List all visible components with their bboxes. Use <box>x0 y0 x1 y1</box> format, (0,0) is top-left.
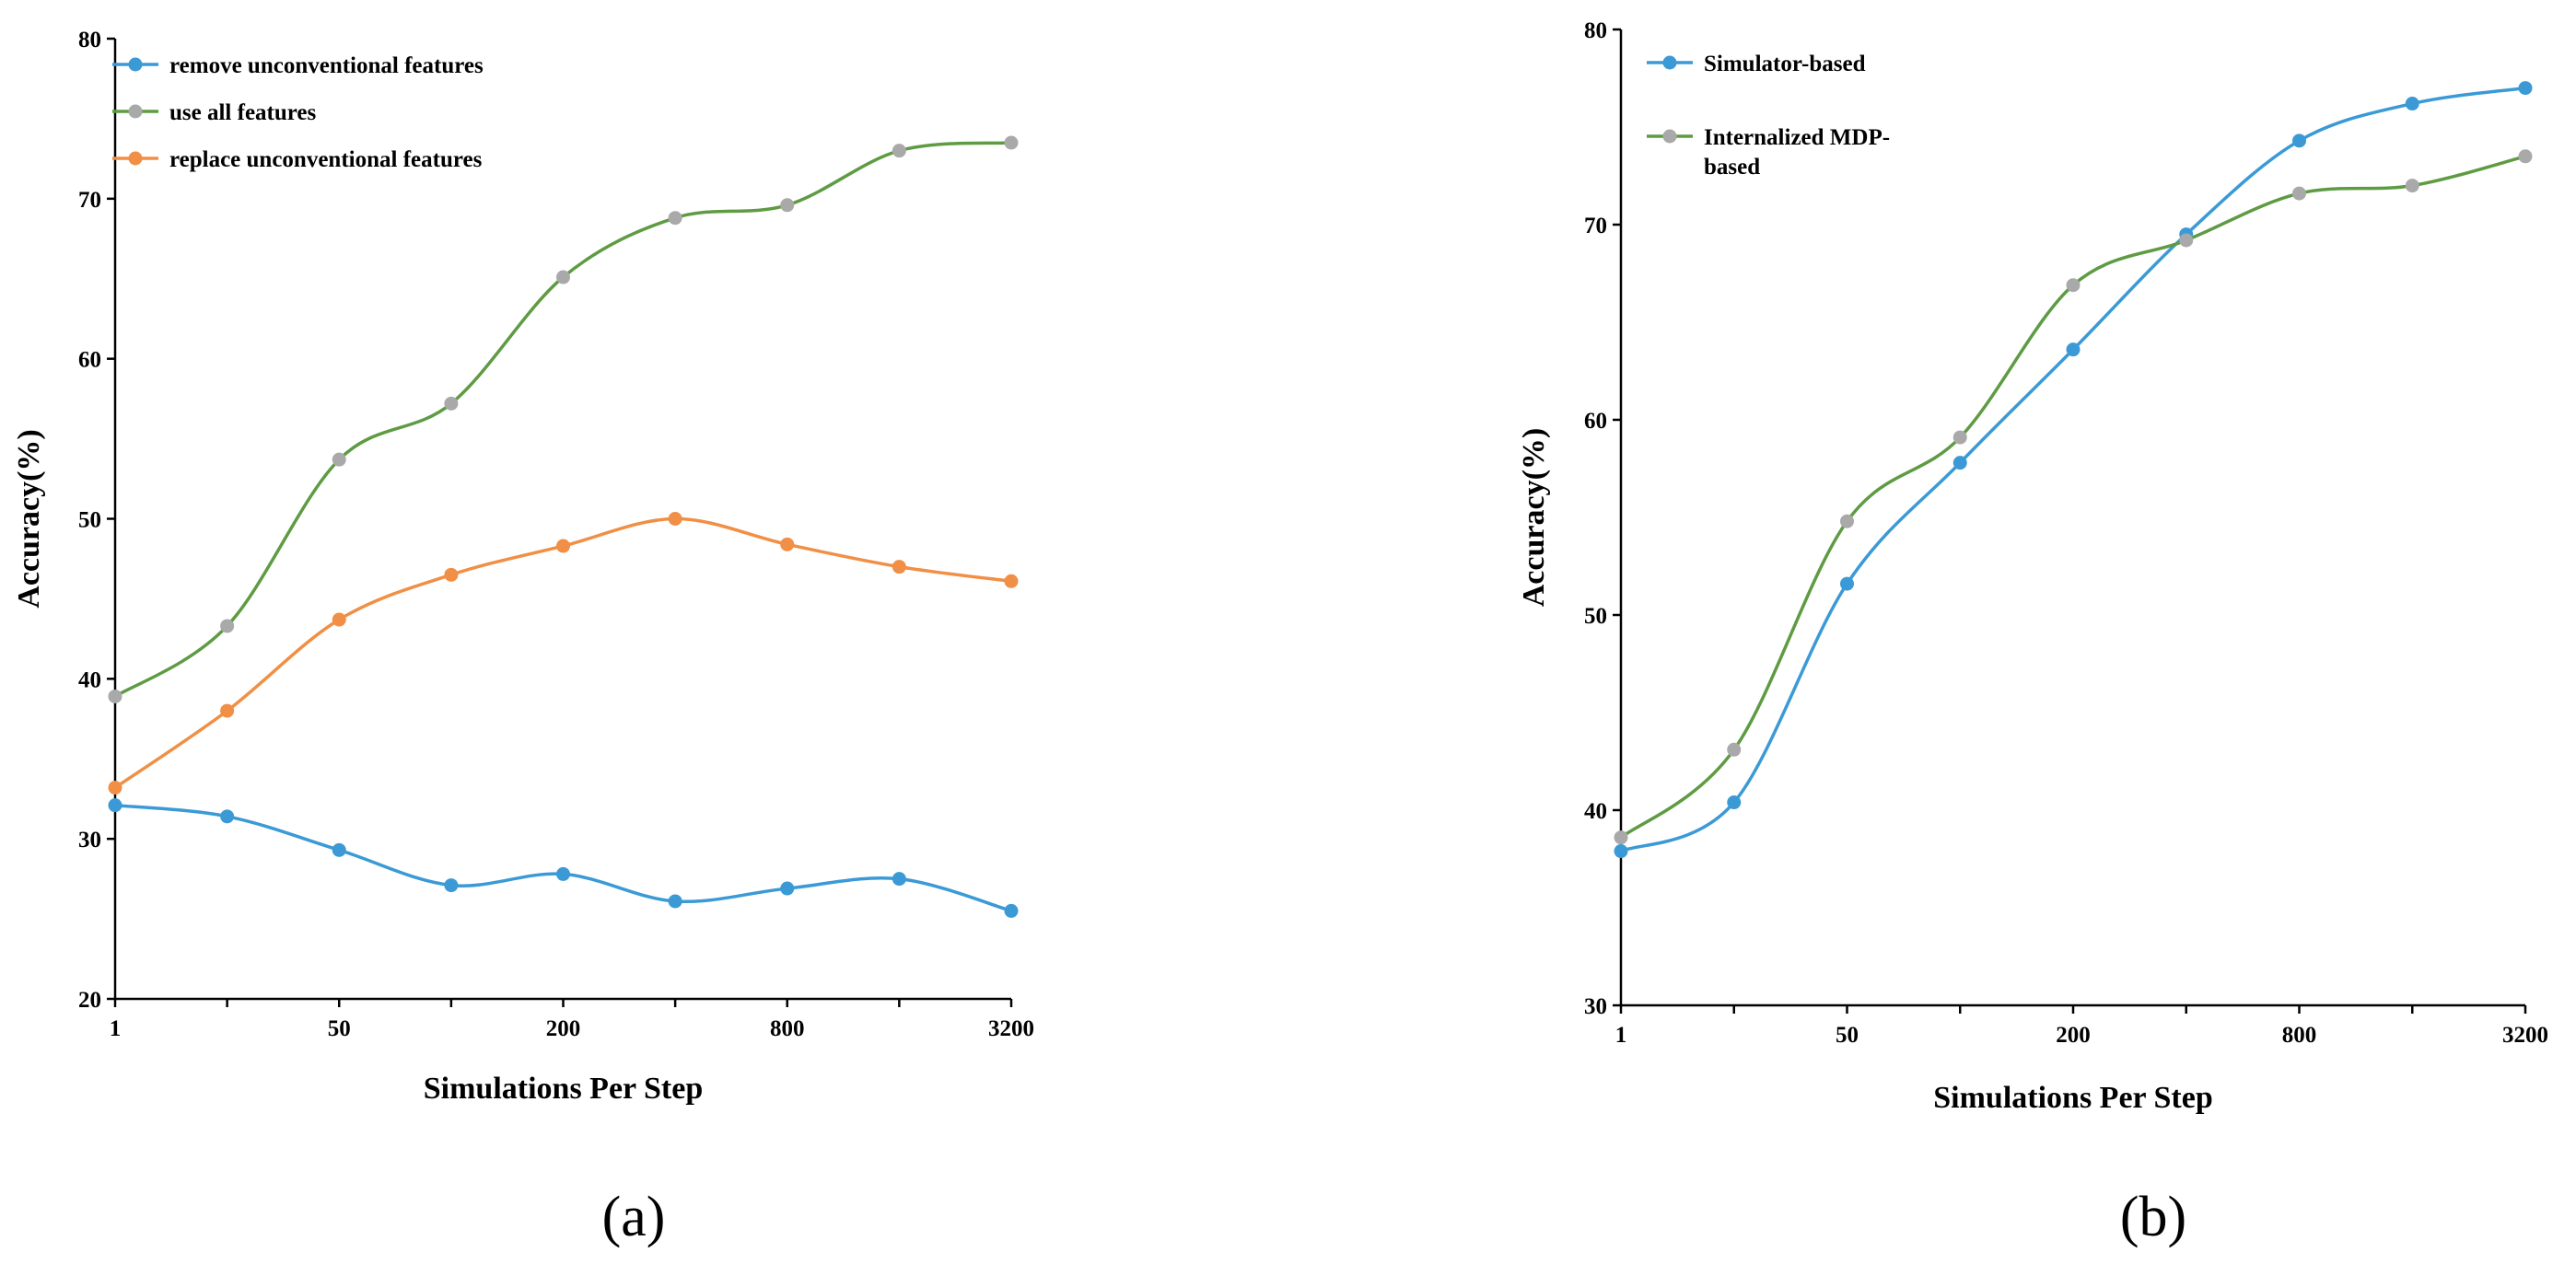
data-point <box>892 560 906 574</box>
y-tick-label: 60 <box>78 348 101 373</box>
data-point <box>892 144 906 158</box>
data-point <box>668 211 682 226</box>
legend-label: Internalized MDP- <box>1704 125 1890 150</box>
data-point <box>1727 742 1742 757</box>
y-tick-label: 70 <box>1584 214 1607 238</box>
data-point <box>2405 179 2419 193</box>
series-1 <box>108 135 1019 703</box>
data-point <box>220 703 235 718</box>
data-point <box>1614 844 1628 859</box>
data-point <box>780 537 795 551</box>
data-point <box>220 619 235 633</box>
data-point <box>108 689 122 703</box>
y-tick-label: 40 <box>1584 799 1607 824</box>
legend-swatch-marker <box>128 151 143 166</box>
y-axis-title: Accuracy(%) <box>1517 428 1551 607</box>
data-point <box>780 198 795 213</box>
y-tick-label: 80 <box>1584 18 1607 43</box>
x-tick-label: 50 <box>1836 1023 1859 1048</box>
data-point <box>1952 456 1967 470</box>
series-0 <box>1614 81 2533 859</box>
y-tick-label: 70 <box>78 188 101 213</box>
data-point <box>1840 576 1854 591</box>
data-point <box>332 842 346 857</box>
y-tick-label: 20 <box>78 988 101 1013</box>
data-point <box>1952 430 1967 445</box>
data-point <box>220 809 235 824</box>
y-tick-label: 50 <box>78 508 101 533</box>
data-point <box>2518 149 2533 164</box>
data-point <box>892 872 906 887</box>
series-line <box>114 141 1012 698</box>
x-tick-label: 3200 <box>988 1016 1034 1041</box>
data-point <box>332 452 346 467</box>
data-point <box>2518 81 2533 96</box>
y-tick-label: 40 <box>78 667 101 692</box>
legend-swatch-marker <box>1662 129 1677 144</box>
legend-label: Simulator-based <box>1704 52 1866 76</box>
data-point <box>2292 186 2306 201</box>
panel-label: (b) <box>2120 1186 2186 1248</box>
y-tick-label: 50 <box>1584 604 1607 629</box>
data-point <box>556 866 570 881</box>
data-point <box>668 512 682 526</box>
data-point <box>2292 133 2306 148</box>
chart-panel-b: 30 40 50 60 70 80 1 50 200 800 3200 Accuracy(%) Simu… <box>1517 18 2548 1248</box>
data-point <box>2405 97 2419 111</box>
legend-label: based <box>1704 155 1760 180</box>
x-axis-title: Simulations Per Step <box>1933 1081 2213 1115</box>
data-point <box>2066 342 2081 357</box>
x-tick-label: 800 <box>2282 1023 2317 1048</box>
x-axis-title: Simulations Per Step <box>424 1072 704 1106</box>
x-tick-label: 3200 <box>2502 1023 2548 1048</box>
series-line <box>114 803 1012 913</box>
data-point <box>2066 278 2081 293</box>
series-line <box>114 516 1012 789</box>
data-point <box>1004 135 1019 150</box>
data-point <box>108 781 122 795</box>
data-point <box>1727 795 1742 810</box>
data-point <box>1840 514 1854 528</box>
x-tick-label: 50 <box>328 1016 351 1041</box>
legend-swatch-marker <box>128 57 143 72</box>
data-point <box>444 878 459 893</box>
series-1 <box>1614 149 2533 845</box>
legend-swatch-marker <box>128 104 143 119</box>
data-point <box>444 396 459 411</box>
data-point <box>780 881 795 896</box>
legend-label: use all features <box>169 100 317 125</box>
y-tick-label: 80 <box>78 28 101 52</box>
data-point <box>668 894 682 909</box>
y-tick-label: 30 <box>78 828 101 853</box>
x-tick-label: 200 <box>546 1016 581 1041</box>
data-point <box>1614 830 1628 845</box>
series-0 <box>108 798 1019 918</box>
data-point <box>108 798 122 813</box>
data-point <box>1004 903 1019 918</box>
data-point <box>332 612 346 627</box>
data-point <box>2179 233 2194 248</box>
legend-label: replace unconventional features <box>169 147 483 172</box>
x-tick-label: 1 <box>110 1016 122 1041</box>
x-tick-label: 200 <box>2056 1023 2091 1048</box>
data-point <box>556 270 570 284</box>
x-tick-label: 800 <box>770 1016 805 1041</box>
panel-label: (a) <box>602 1186 666 1248</box>
data-point <box>444 567 459 582</box>
series-line <box>1619 155 2526 840</box>
data-point <box>556 539 570 553</box>
x-tick-label: 1 <box>1615 1023 1627 1048</box>
chart-panel-a: 20 30 40 50 60 70 80 1 50 200 800 3200 Accuracy(%) Si… <box>12 28 1034 1248</box>
data-point <box>1004 574 1019 588</box>
legend-label: remove unconventional features <box>169 53 484 78</box>
series-line <box>1620 86 2526 853</box>
legend-swatch-marker <box>1662 55 1677 70</box>
y-axis-title: Accuracy(%) <box>12 429 46 608</box>
y-tick-label: 60 <box>1584 409 1607 434</box>
y-tick-label: 30 <box>1584 994 1607 1019</box>
series-2 <box>108 512 1019 795</box>
